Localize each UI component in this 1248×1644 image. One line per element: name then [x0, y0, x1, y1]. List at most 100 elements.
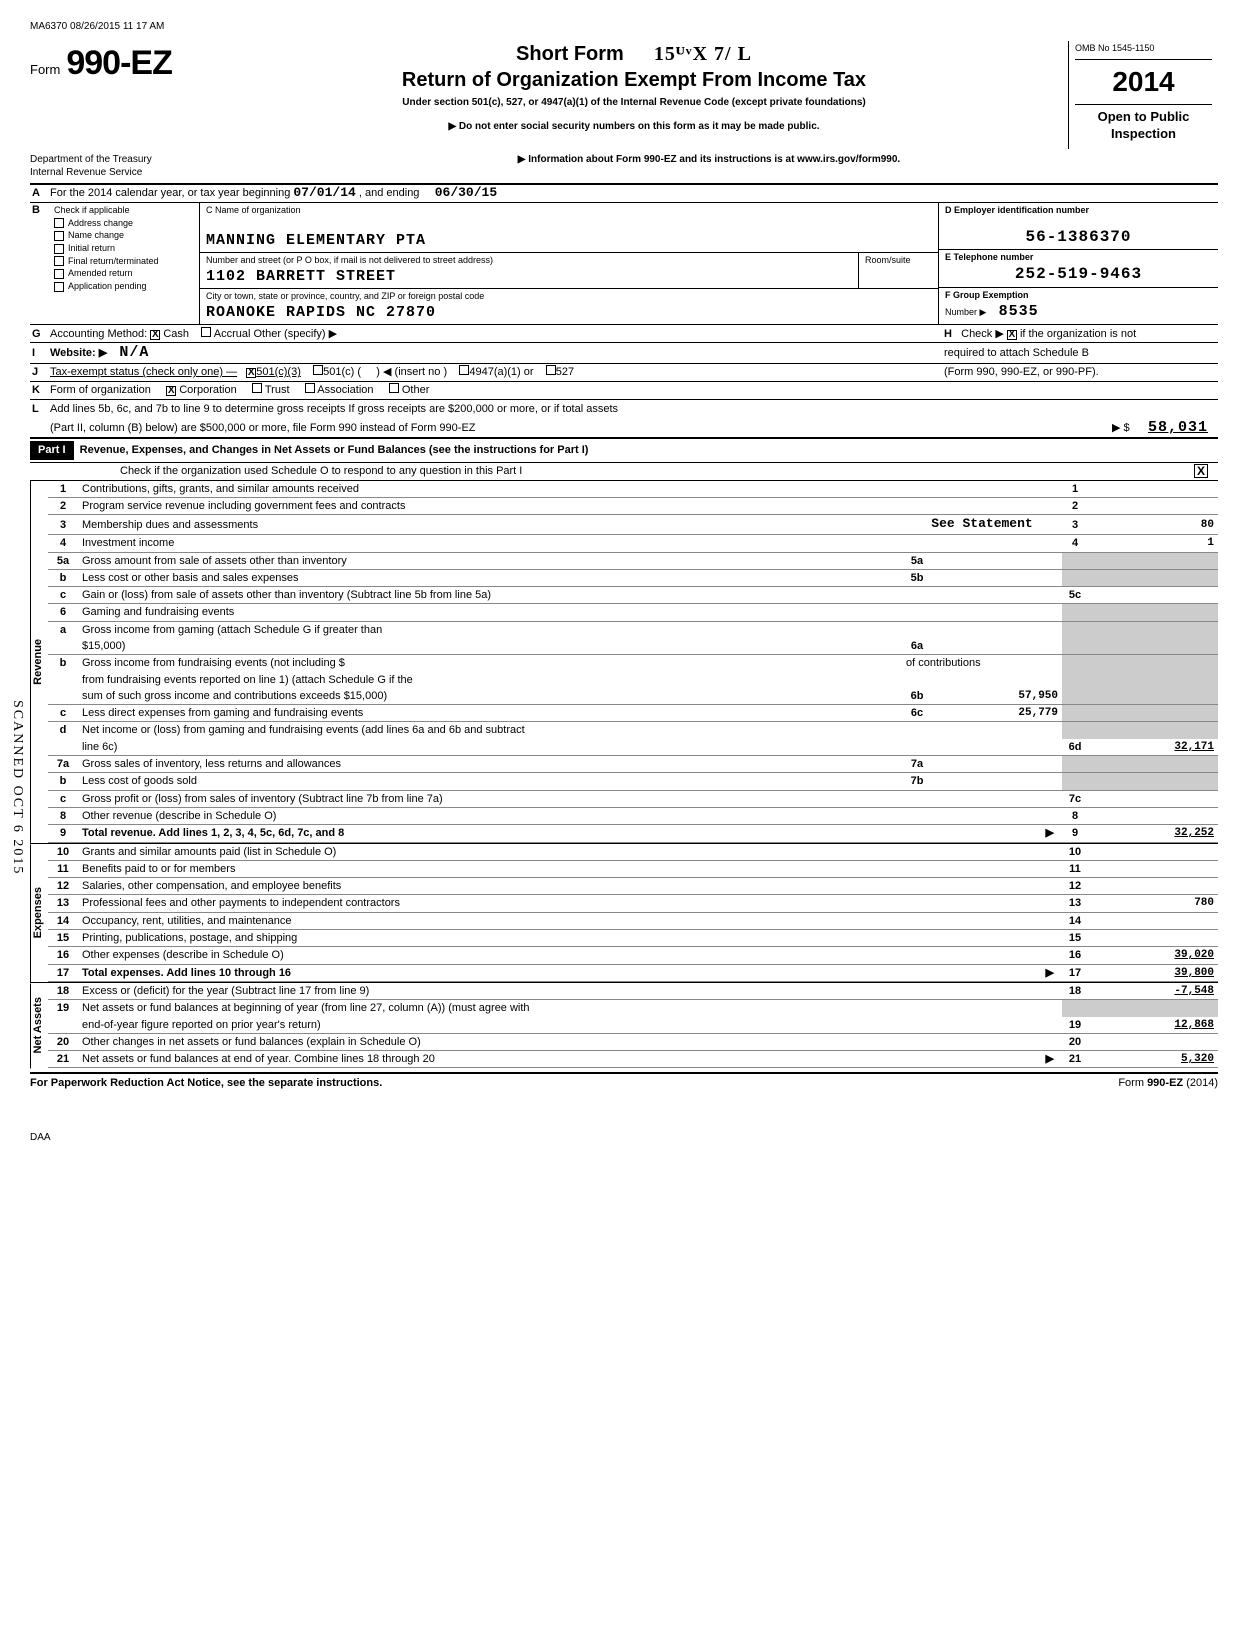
l4: Investment income — [78, 535, 1062, 552]
gross-receipts: 58,031 — [1148, 419, 1208, 436]
cb-accrual[interactable] — [201, 327, 211, 337]
l6: Gaming and fundraising events — [78, 604, 1062, 621]
l18: Excess or (deficit) for the year (Subtra… — [78, 983, 1062, 1000]
tax-year: 2014 — [1075, 60, 1212, 105]
l6d2: line 6c) — [78, 739, 1062, 756]
paperwork-notice: For Paperwork Reduction Act Notice, see … — [30, 1076, 382, 1090]
l7a: Gross sales of inventory, less returns a… — [78, 756, 902, 773]
cb-other[interactable] — [389, 383, 399, 393]
k-assoc: Association — [317, 384, 373, 396]
part1-checkbox[interactable]: X — [1194, 464, 1208, 478]
l-text1: Add lines 5b, 6c, and 7b to line 9 to de… — [50, 402, 1218, 416]
room-label: Room/suite — [865, 255, 932, 267]
omb-number: OMB No 1545-1150 — [1075, 43, 1212, 60]
l11: Benefits paid to or for members — [78, 860, 1062, 877]
l9-val: 32,252 — [1088, 825, 1218, 842]
cb-schedb[interactable]: X — [1007, 330, 1017, 340]
h-text1: if the organization is not — [1020, 328, 1136, 340]
opt-address: Address change — [68, 218, 133, 230]
print-timestamp: MA6370 08/26/2015 11 17 AM — [30, 20, 1218, 33]
dept-treasury: Department of the Treasury — [30, 154, 152, 165]
l17: Total expenses. Add lines 10 through 16 — [82, 967, 291, 979]
l6a: Gross income from gaming (attach Schedul… — [78, 621, 1062, 638]
l19-val: 12,868 — [1088, 1017, 1218, 1034]
line-i-letter: I — [30, 346, 50, 360]
l18-val: -7,548 — [1088, 983, 1218, 1000]
l6c-val: 25,779 — [932, 705, 1062, 722]
cb-address[interactable] — [54, 218, 64, 228]
g-cash: Cash — [163, 328, 189, 340]
period-end: 06/30/15 — [435, 185, 497, 200]
l6b4: sum of such gross income and contributio… — [78, 688, 902, 705]
l16-val: 39,020 — [1088, 947, 1218, 964]
opt-name: Name change — [68, 230, 124, 242]
check-applicable: Check if applicable — [54, 205, 195, 217]
l15: Printing, publications, postage, and shi… — [78, 930, 1062, 947]
cb-501c[interactable] — [313, 365, 323, 375]
form-subtitle: Under section 501(c), 527, or 4947(a)(1)… — [210, 96, 1058, 109]
cb-cash[interactable]: X — [150, 330, 160, 340]
period-start: 07/01/14 — [293, 185, 355, 200]
form-title: Return of Organization Exempt From Incom… — [210, 67, 1058, 93]
scanned-stamp: SCANNED OCT 6 2015 — [8, 700, 26, 875]
l6b: Gross income from fundraising events (no… — [82, 657, 345, 669]
l-text2: (Part II, column (B) below) are $500,000… — [50, 421, 1018, 435]
handwritten-note: 15ᵁᵛX 7/ L — [654, 41, 752, 67]
daa-label: DAA — [30, 1131, 1218, 1144]
e-label: E Telephone number — [945, 252, 1212, 264]
line-g-letter: G — [30, 327, 50, 341]
org-name: MANNING ELEMENTARY PTA — [206, 231, 932, 251]
short-form-title: Short Form — [516, 41, 624, 67]
d-label: D Employer identification number — [945, 205, 1212, 217]
i-label: Website: ▶ — [50, 347, 107, 359]
h-text2: required to attach Schedule B — [938, 346, 1218, 360]
l5b: Less cost or other basis and sales expen… — [78, 569, 902, 586]
cb-trust[interactable] — [252, 383, 262, 393]
cb-name[interactable] — [54, 231, 64, 241]
f-number-label: Number ▶ — [945, 307, 986, 317]
sidebar-revenue: Revenue — [30, 481, 48, 843]
cb-amended[interactable] — [54, 269, 64, 279]
line-l-letter: L — [30, 402, 50, 416]
l6d-val: 32,171 — [1088, 739, 1218, 756]
cb-assoc[interactable] — [305, 383, 315, 393]
k-corp: Corporation — [179, 384, 236, 396]
line-a-letter: A — [30, 186, 50, 200]
part1-title: Revenue, Expenses, and Changes in Net As… — [80, 443, 589, 457]
k-trust: Trust — [265, 384, 290, 396]
sidebar-netassets: Net Assets — [30, 983, 48, 1068]
h-text3: (Form 990, 990-EZ, or 990-PF). — [938, 365, 1218, 379]
part1-label: Part I — [30, 441, 74, 459]
cb-501c3[interactable]: X — [246, 368, 256, 378]
city-label: City or town, state or province, country… — [206, 291, 932, 303]
ssn-note: ▶ Do not enter social security numbers o… — [210, 120, 1058, 133]
cb-final[interactable] — [54, 256, 64, 266]
l10: Grants and similar amounts paid (list in… — [78, 844, 1062, 861]
l21-val: 5,320 — [1088, 1051, 1218, 1068]
opt-amended: Amended return — [68, 268, 133, 280]
cb-4947[interactable] — [459, 365, 469, 375]
cb-corp[interactable]: X — [166, 386, 176, 396]
l6a2: $15,000) — [78, 638, 902, 655]
j-501c: 501(c) ( — [323, 366, 361, 378]
l19: Net assets or fund balances at beginning… — [78, 1000, 1062, 1017]
cb-527[interactable] — [546, 365, 556, 375]
part1-check-text: Check if the organization used Schedule … — [120, 464, 1194, 478]
c-label: C Name of organization — [206, 205, 932, 217]
form-990ez: 990-EZ — [1147, 1077, 1183, 1089]
l6b3: from fundraising events reported on line… — [78, 672, 1062, 688]
l-arrow: ▶ $ — [1112, 422, 1130, 434]
l9: Total revenue. Add lines 1, 2, 3, 4, 5c,… — [82, 827, 344, 839]
l7b: Less cost of goods sold — [78, 773, 902, 790]
l5c: Gain or (loss) from sale of assets other… — [78, 587, 1062, 604]
l4-val: 1 — [1088, 535, 1218, 552]
cb-pending[interactable] — [54, 282, 64, 292]
l14: Occupancy, rent, utilities, and maintena… — [78, 912, 1062, 929]
phone: 252-519-9463 — [945, 264, 1212, 285]
l3: Membership dues and assessments — [82, 519, 258, 531]
group-exemption: 8535 — [999, 303, 1039, 320]
l7c: Gross profit or (loss) from sales of inv… — [78, 790, 1062, 807]
j-label: Tax-exempt status (check only one) — — [50, 366, 237, 378]
cb-initial[interactable] — [54, 244, 64, 254]
info-note: ▶ Information about Form 990-EZ and its … — [200, 153, 1218, 179]
